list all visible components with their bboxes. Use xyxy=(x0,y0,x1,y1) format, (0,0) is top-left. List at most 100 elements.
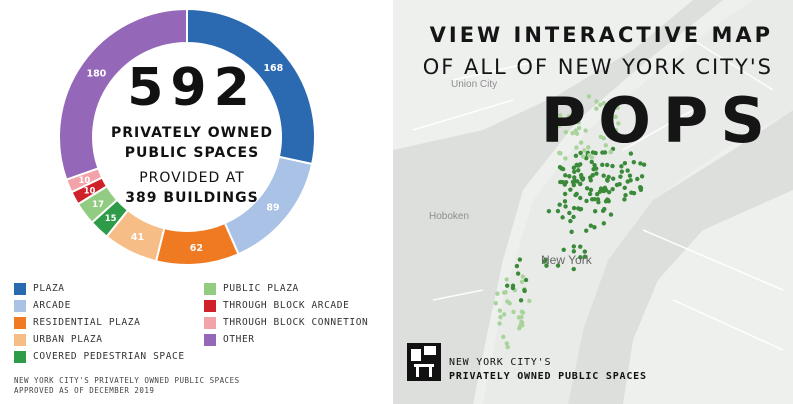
legend-item: ARCADE xyxy=(14,297,185,314)
pops-location-dot xyxy=(571,244,577,249)
map-background xyxy=(393,0,793,404)
pops-location-dot xyxy=(517,326,522,331)
pops-location-dot xyxy=(639,174,645,179)
pops-location-dot xyxy=(561,247,566,253)
pops-location-dot xyxy=(568,187,573,192)
legend-item: PLAZA xyxy=(14,280,185,297)
pops-location-dot xyxy=(625,179,630,184)
east-river xyxy=(568,110,793,404)
place-union-city: Union City xyxy=(451,79,498,90)
pops-location-dot xyxy=(594,99,599,104)
slice-value-label: 10 xyxy=(79,176,91,186)
legend-label: URBAN PLAZA xyxy=(33,334,103,345)
map-title-line-2: OF ALL OF NEW YORK CITY'S xyxy=(422,55,773,79)
footnote-line-1: NEW YORK CITY'S PRIVATELY OWNED PUBLIC S… xyxy=(14,376,240,385)
pops-location-dot xyxy=(544,263,549,268)
pops-location-dot xyxy=(571,266,576,272)
pops-location-dot xyxy=(580,154,586,159)
pops-location-dot xyxy=(592,225,597,230)
pops-location-dot xyxy=(582,254,588,259)
place-new-york: New York xyxy=(541,253,592,267)
pops-location-dot xyxy=(519,309,525,314)
pops-location-dot xyxy=(619,164,624,169)
pops-location-dot xyxy=(603,143,608,148)
legend-right: PUBLIC PLAZA THROUGH BLOCK ARCADE THROUGH … xyxy=(204,280,368,348)
pops-location-dot xyxy=(628,151,634,156)
pops-location-dot xyxy=(578,181,583,187)
pops-location-dot xyxy=(606,174,611,180)
pops-location-dot xyxy=(560,215,565,220)
pops-location-dot xyxy=(574,162,579,168)
pops-location-dot xyxy=(625,168,630,173)
pops-location-dot xyxy=(576,168,581,173)
pops-location-dot xyxy=(557,123,562,128)
pops-location-dot xyxy=(557,202,562,207)
slice-value-label: 62 xyxy=(190,243,203,254)
pops-location-dot xyxy=(505,299,510,304)
pops-location-dot xyxy=(575,179,580,184)
pops-location-dot xyxy=(514,263,520,269)
pops-location-dot xyxy=(504,277,509,282)
pops-location-dot xyxy=(567,210,572,216)
pops-location-dot xyxy=(587,153,592,158)
pops-location-dot xyxy=(515,271,521,276)
slice-other xyxy=(58,7,188,181)
pops-location-dot xyxy=(592,162,597,168)
pops-location-dot xyxy=(557,165,563,170)
legend-label: THROUGH BLOCK CONNETION xyxy=(223,317,369,328)
pops-location-dot xyxy=(614,182,620,188)
pops-location-dot xyxy=(518,298,524,303)
legend-item: COVERED PEDESTRIAN SPACE xyxy=(14,348,185,365)
pops-location-dot xyxy=(610,187,615,192)
pops-location-dot xyxy=(563,180,569,185)
pops-location-dot xyxy=(627,173,633,178)
pops-location-dot xyxy=(571,214,576,220)
pops-location-dot xyxy=(552,109,557,115)
pops-location-dot xyxy=(574,145,579,150)
pops-location-dot xyxy=(580,176,586,181)
legend-swatch xyxy=(14,350,26,363)
pops-location-dot xyxy=(501,334,506,340)
legend-label: COVERED PEDESTRIAN SPACE xyxy=(33,351,185,362)
legend-swatch xyxy=(14,299,26,312)
footnote-line-2: APPROVED AS OF DECEMBER 2019 xyxy=(14,386,155,395)
pops-location-dot xyxy=(584,198,589,204)
pops-location-dot xyxy=(578,195,583,201)
legend-left: PLAZA ARCADE RESIDENTIAL PLAZA URBAN PLAZA C… xyxy=(14,280,185,365)
pops-location-dot xyxy=(562,191,568,197)
pops-location-dot xyxy=(588,187,594,193)
legend-label: RESIDENTIAL PLAZA xyxy=(33,317,141,328)
pops-location-dot xyxy=(571,205,577,211)
slice-value-label: 17 xyxy=(92,200,104,210)
pops-location-dot xyxy=(570,131,575,136)
place-hoboken: Hoboken xyxy=(429,211,470,222)
pops-location-dot xyxy=(594,106,599,111)
pops-location-dot xyxy=(588,178,593,183)
pops-location-dot xyxy=(505,344,510,350)
brand-line-2: PRIVATELY OWNED PUBLIC SPACES xyxy=(449,371,647,382)
pops-location-dot xyxy=(589,159,594,165)
center-line-2: PUBLIC SPACES xyxy=(124,145,260,161)
interactive-map-panel[interactable]: VIEW INTERACTIVE MAP OF ALL OF NEW YORK … xyxy=(393,0,793,404)
pops-location-dot xyxy=(584,186,590,191)
slice-value-label: 180 xyxy=(86,68,106,79)
pops-location-dot xyxy=(601,221,607,226)
pops-location-dot xyxy=(601,173,606,178)
pops-location-dot xyxy=(610,163,615,169)
pops-location-dot xyxy=(555,208,561,214)
legend-swatch xyxy=(204,316,216,329)
legend-item: THROUGH BLOCK ARCADE xyxy=(204,297,368,314)
pops-location-dot xyxy=(578,255,583,260)
pops-location-dot xyxy=(605,197,610,202)
slice-value-label: 15 xyxy=(105,214,117,224)
pops-location-dot xyxy=(631,160,637,165)
pops-location-dot xyxy=(583,128,588,133)
pops-location-dot xyxy=(498,314,503,320)
pops-location-dot xyxy=(582,249,588,254)
pops-location-dot xyxy=(541,259,547,264)
legend-label: OTHER xyxy=(223,334,255,345)
pops-location-dot xyxy=(576,125,582,131)
legend-label: ARCADE xyxy=(33,300,71,311)
pops-location-dot xyxy=(613,127,619,133)
